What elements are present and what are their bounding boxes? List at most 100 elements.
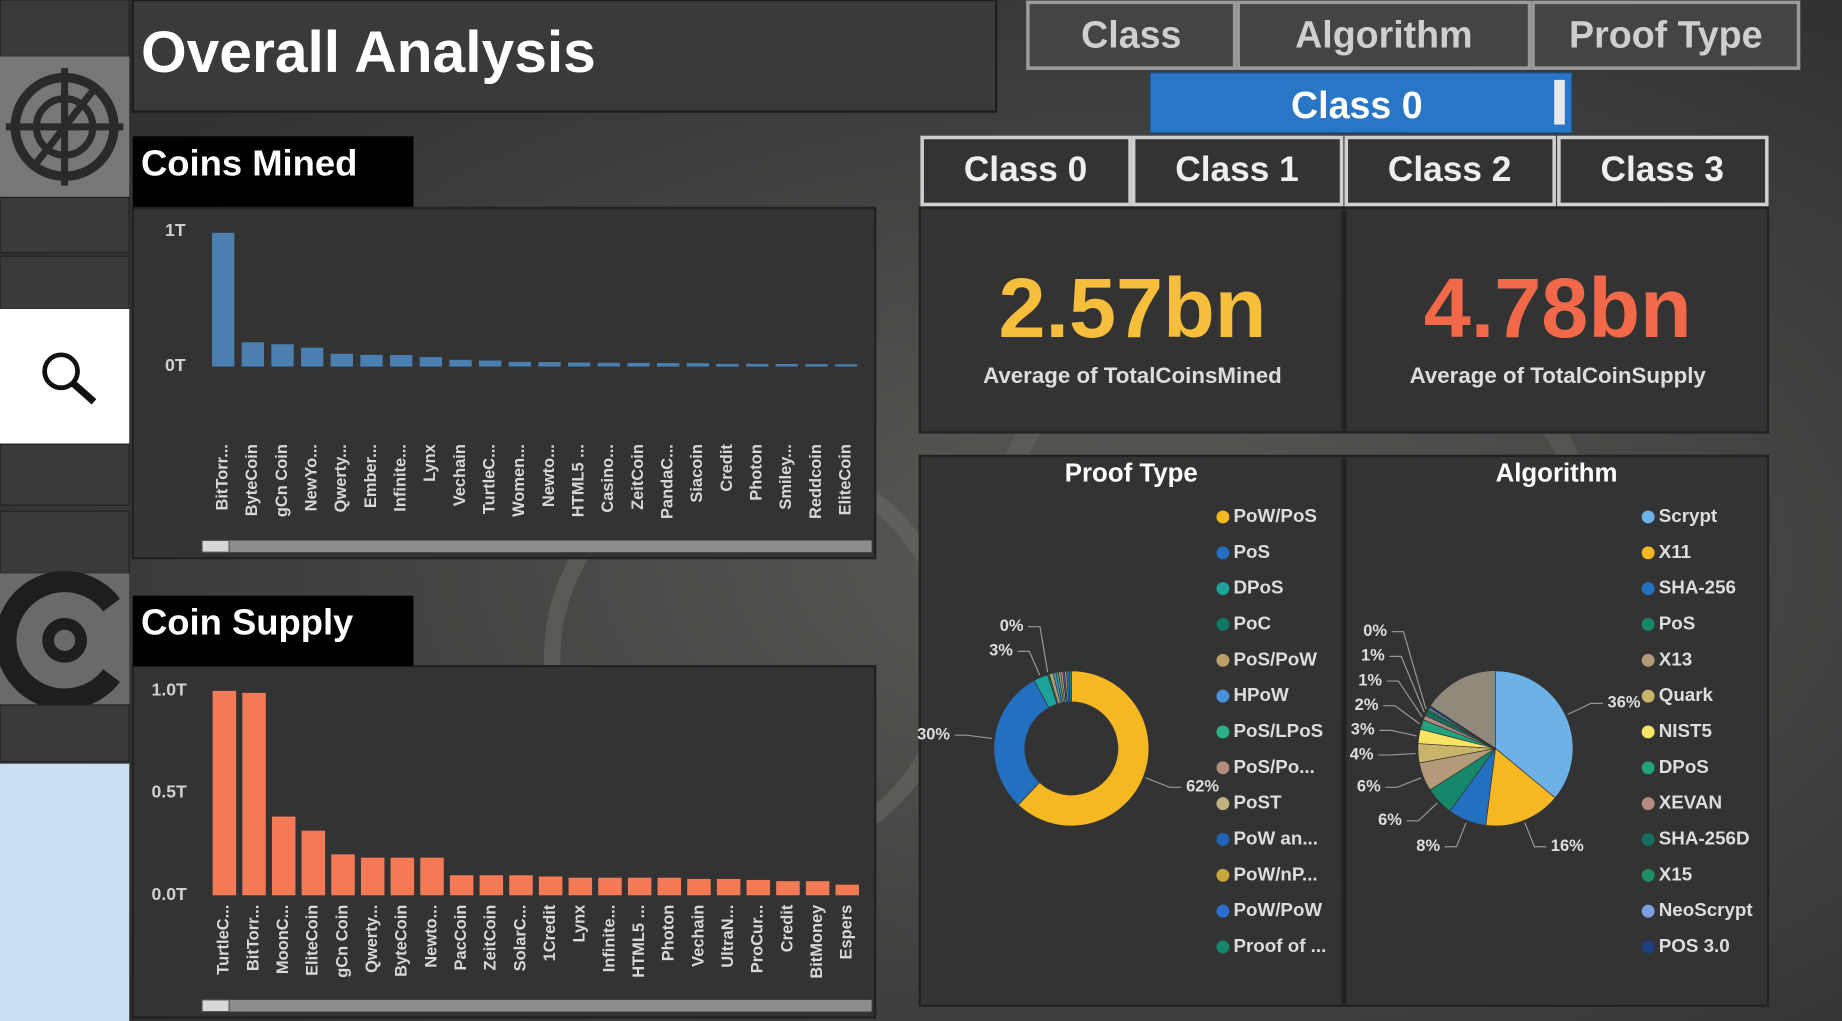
kpi-card [1343, 206, 1770, 434]
sidebar-panel [0, 443, 130, 506]
legend-label[interactable]: SHA-256 [1659, 577, 1736, 598]
legend-label[interactable]: SHA-256D [1659, 827, 1750, 848]
x-tick-label: TurtleC... [215, 905, 233, 975]
legend-label[interactable]: PoW/PoS [1233, 505, 1316, 526]
x-tick-label: Vechain [689, 905, 707, 967]
scrollbar-thumb[interactable] [201, 539, 230, 553]
legend-label[interactable]: Quark [1659, 684, 1714, 705]
legend-label[interactable]: X15 [1659, 863, 1692, 884]
legend-label[interactable]: PoC [1233, 612, 1271, 633]
x-tick-label: Newto... [422, 905, 440, 968]
legend-label[interactable]: PoS [1659, 612, 1696, 633]
legend-swatch [1216, 904, 1230, 918]
y-tick-label: 0.5T [152, 782, 187, 802]
slicer[interactable] [1149, 72, 1573, 134]
data-label: 6% [1357, 778, 1381, 796]
legend-swatch [1216, 582, 1230, 596]
legend-swatch [1641, 510, 1655, 524]
x-tick-label: Lynx [571, 904, 589, 943]
x-tick-label: Photon [660, 905, 678, 962]
legend-label[interactable]: PoS/PoW [1233, 648, 1317, 669]
legend-swatch [1216, 725, 1230, 739]
bar [242, 692, 266, 896]
x-tick-label: Credit [718, 444, 736, 492]
chart-title: Coins Mined [141, 142, 357, 183]
x-tick-label: ZeitCoin [629, 444, 647, 510]
scrollbar[interactable] [202, 540, 872, 553]
sidebar-panel[interactable] [0, 309, 130, 445]
legend-label[interactable]: HPoW [1233, 684, 1289, 705]
icon [42, 618, 87, 663]
legend-label[interactable]: PoST [1233, 792, 1282, 813]
x-tick-label: HTML5 ... [569, 444, 587, 517]
bar [805, 364, 828, 367]
legend-label[interactable]: PoS/LPoS [1233, 720, 1323, 741]
data-label: 36% [1608, 694, 1641, 712]
tab-label: Algorithm [1295, 14, 1472, 56]
legend-label[interactable]: PoW/nP... [1233, 863, 1317, 884]
legend-swatch [1641, 582, 1655, 596]
data-label: 30% [917, 726, 950, 744]
tab[interactable] [1531, 0, 1801, 70]
legend-swatch [1641, 689, 1655, 703]
legend-label[interactable]: PoS/Po... [1233, 756, 1314, 777]
bar [567, 362, 591, 367]
class-button-label: Class 3 [1601, 150, 1724, 189]
sidebar-panel [0, 0, 130, 57]
legend-label[interactable]: PoW/PoW [1233, 899, 1322, 920]
class-button[interactable] [1557, 135, 1769, 207]
scrollbar-thumb[interactable] [201, 999, 230, 1013]
legend-swatch [1641, 618, 1655, 631]
y-tick-label: 1T [165, 220, 186, 240]
legend-label[interactable]: NIST5 [1659, 720, 1712, 741]
x-tick-label: Espers [838, 905, 856, 960]
bar [271, 344, 294, 367]
legend-label[interactable]: NeoScrypt [1659, 899, 1754, 920]
legend-swatch [1641, 797, 1655, 811]
leader-line [1017, 650, 1041, 676]
bar [271, 816, 296, 896]
bar [331, 854, 355, 896]
bar [420, 857, 444, 896]
legend-label[interactable]: X13 [1659, 648, 1692, 669]
legend-label[interactable]: PoS [1233, 541, 1270, 562]
class-button[interactable] [1344, 135, 1556, 207]
x-tick-label: Qwerty... [332, 444, 350, 512]
scrollbar[interactable] [202, 999, 872, 1012]
legend-swatch [1216, 868, 1230, 882]
header-box [131, 0, 998, 113]
y-tick-label: 0T [165, 355, 186, 375]
legend-label[interactable]: DPoS [1233, 577, 1283, 598]
bar [538, 362, 561, 367]
x-tick-label: Casino... [599, 444, 617, 513]
class-button[interactable] [920, 135, 1132, 207]
legend-swatch [1216, 940, 1230, 954]
bar [301, 347, 324, 367]
legend-label[interactable]: X11 [1659, 541, 1691, 562]
bar [598, 877, 622, 896]
legend-label[interactable]: PoW an... [1233, 827, 1318, 848]
tab[interactable] [1026, 0, 1237, 70]
icon [70, 380, 97, 405]
legend-label[interactable]: POS 3.0 [1659, 935, 1730, 956]
legend-label[interactable]: Scrypt [1659, 505, 1718, 526]
sidebar-panel [0, 510, 130, 574]
leader-line [954, 734, 993, 739]
legend-label[interactable]: DPoS [1659, 756, 1709, 777]
leader-line [1385, 777, 1422, 788]
legend-swatch [1216, 618, 1230, 631]
class-button-label: Class 2 [1388, 150, 1511, 189]
x-tick-label: Ember... [362, 444, 380, 508]
bar [509, 875, 533, 896]
x-tick-label: BitTorr... [244, 905, 262, 971]
legend-swatch [1216, 689, 1230, 703]
leader-line [1378, 752, 1416, 756]
class-button[interactable] [1131, 135, 1344, 207]
x-tick-label: PandaC... [658, 444, 676, 519]
tab-label: Proof Type [1569, 14, 1762, 56]
legend-label[interactable]: Proof of ... [1233, 935, 1326, 956]
tab[interactable] [1236, 0, 1532, 70]
legend-label[interactable]: XEVAN [1659, 792, 1722, 813]
chart-title: Algorithm [1496, 459, 1618, 487]
